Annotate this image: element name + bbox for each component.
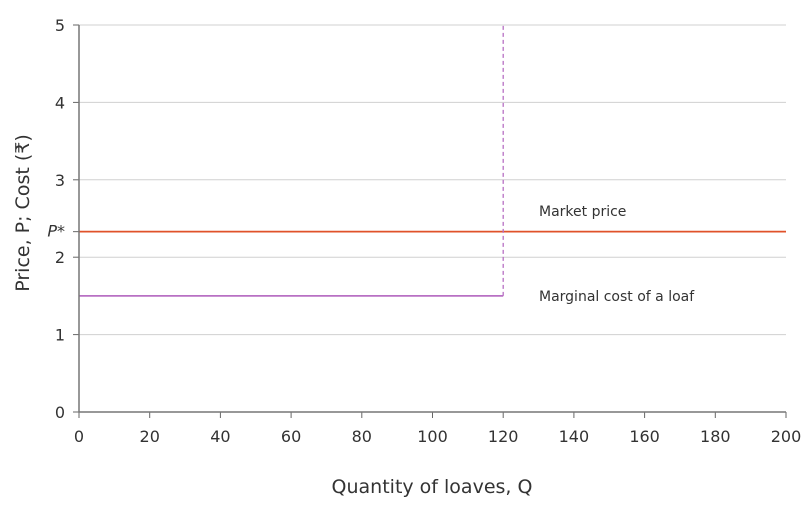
x-tick-label: 0 — [74, 427, 84, 446]
annotation-market-price: Market price — [539, 204, 626, 220]
x-tick-label: 180 — [700, 427, 731, 446]
y-tick-label: 4 — [55, 93, 65, 112]
x-tick-label: 160 — [629, 427, 660, 446]
x-tick-label: 100 — [417, 427, 448, 446]
x-tick-label: 40 — [210, 427, 230, 446]
gridlines — [79, 24, 786, 336]
x-tick-label: 200 — [771, 427, 802, 446]
y-tick-label: 3 — [55, 171, 65, 190]
x-tick-label: 120 — [488, 427, 519, 446]
y-tick-label: 5 — [55, 16, 65, 35]
x-tick-label: 20 — [140, 427, 160, 446]
axes: 0 1 2 3 4 5 P* 0 20 40 60 80 100 120 140 160 180 200 — [47, 16, 801, 446]
x-tick-label: 80 — [352, 427, 372, 446]
y-tick-label-pstar: P* — [47, 222, 65, 241]
annotation-marginal-cost: Marginal cost of a loaf — [539, 289, 695, 305]
x-tick-label: 140 — [559, 427, 590, 446]
y-tick-label: 1 — [55, 326, 65, 345]
y-tick-label: 0 — [55, 403, 65, 422]
series-lines — [79, 25, 786, 297]
x-tick-label: 60 — [281, 427, 301, 446]
y-tick-label: 2 — [55, 248, 65, 267]
y-axis-label: Price, P; Cost (₹) — [12, 134, 34, 292]
x-axis-label: Quantity of loaves, Q — [332, 476, 533, 498]
